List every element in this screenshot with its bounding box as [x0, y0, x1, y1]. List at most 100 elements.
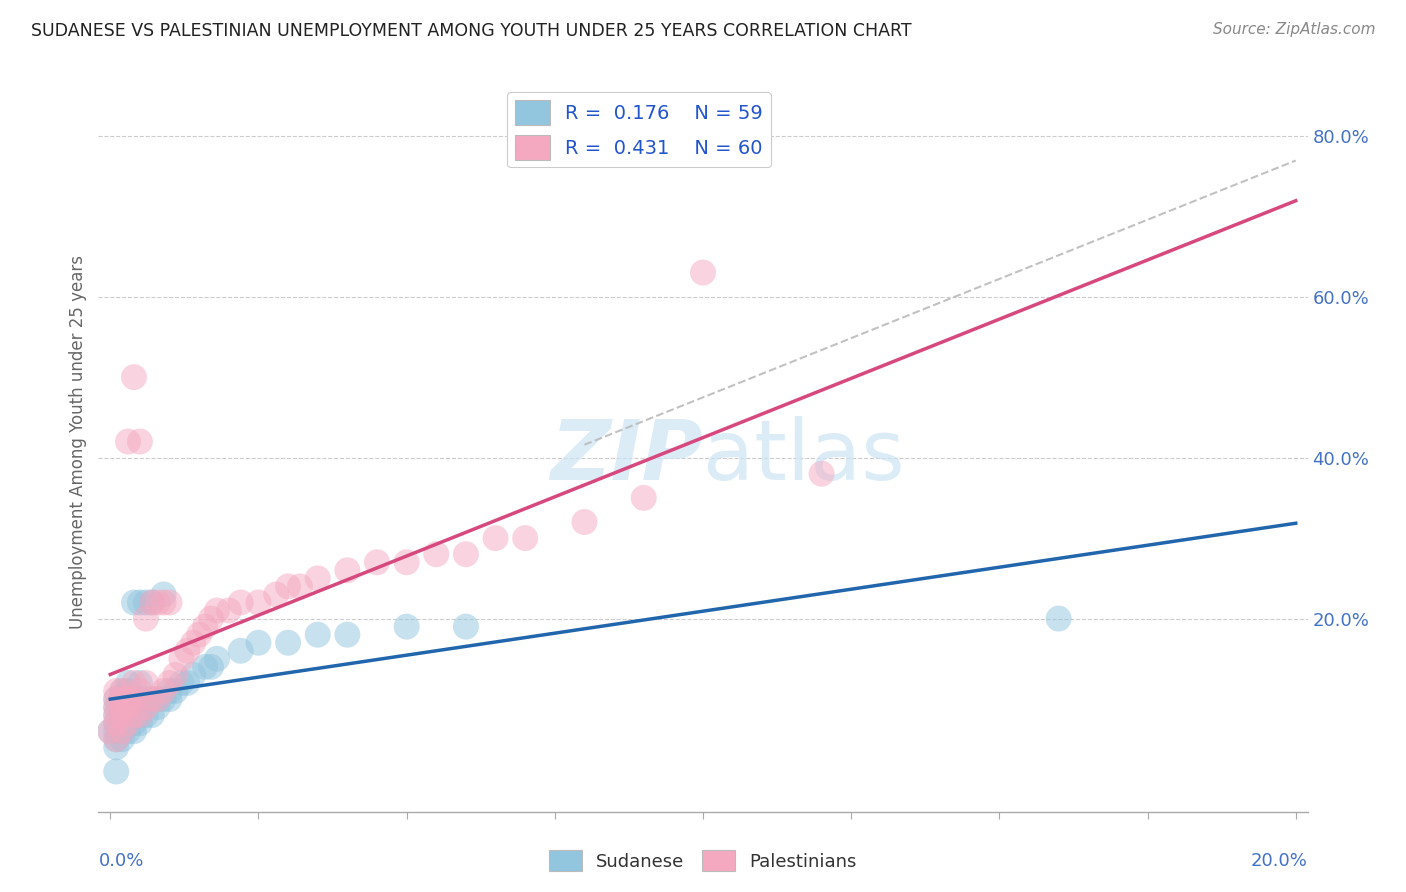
Point	[105, 764, 128, 779]
Point	[484, 531, 506, 545]
Point	[122, 692, 145, 706]
Point	[122, 370, 145, 384]
Point	[122, 595, 145, 609]
Point	[277, 636, 299, 650]
Text: Source: ZipAtlas.com: Source: ZipAtlas.com	[1212, 22, 1375, 37]
Point	[194, 660, 217, 674]
Point	[105, 692, 128, 706]
Point	[425, 547, 447, 561]
Point	[264, 587, 287, 601]
Point	[105, 692, 128, 706]
Point	[135, 595, 157, 609]
Point	[307, 571, 329, 585]
Point	[810, 467, 832, 481]
Point	[111, 692, 134, 706]
Point	[1047, 611, 1070, 625]
Point	[111, 692, 134, 706]
Legend: Sudanese, Palestinians: Sudanese, Palestinians	[541, 843, 865, 879]
Point	[117, 434, 139, 449]
Point	[98, 724, 121, 739]
Point	[307, 628, 329, 642]
Text: atlas: atlas	[703, 416, 904, 497]
Point	[176, 676, 198, 690]
Point	[122, 716, 145, 731]
Point	[122, 676, 145, 690]
Point	[229, 644, 252, 658]
Y-axis label: Unemployment Among Youth under 25 years: Unemployment Among Youth under 25 years	[69, 254, 87, 629]
Point	[159, 692, 181, 706]
Point	[336, 563, 359, 577]
Point	[574, 515, 596, 529]
Point	[129, 684, 152, 698]
Point	[152, 684, 174, 698]
Point	[129, 434, 152, 449]
Point	[454, 619, 477, 633]
Point	[692, 266, 714, 280]
Point	[152, 587, 174, 601]
Point	[129, 595, 152, 609]
Point	[98, 724, 121, 739]
Point	[111, 708, 134, 723]
Point	[129, 676, 152, 690]
Point	[170, 652, 193, 666]
Point	[146, 692, 169, 706]
Point	[105, 708, 128, 723]
Point	[129, 708, 152, 723]
Text: SUDANESE VS PALESTINIAN UNEMPLOYMENT AMONG YOUTH UNDER 25 YEARS CORRELATION CHAR: SUDANESE VS PALESTINIAN UNEMPLOYMENT AMO…	[31, 22, 911, 40]
Legend: R =  0.176    N = 59, R =  0.431    N = 60: R = 0.176 N = 59, R = 0.431 N = 60	[508, 92, 770, 168]
Point	[105, 740, 128, 755]
Point	[159, 676, 181, 690]
Point	[122, 708, 145, 723]
Point	[111, 724, 134, 739]
Point	[141, 595, 163, 609]
Point	[176, 644, 198, 658]
Point	[146, 692, 169, 706]
Point	[229, 595, 252, 609]
Point	[152, 595, 174, 609]
Point	[117, 676, 139, 690]
Point	[122, 692, 145, 706]
Point	[146, 595, 169, 609]
Point	[633, 491, 655, 505]
Point	[117, 684, 139, 698]
Point	[135, 708, 157, 723]
Point	[105, 724, 128, 739]
Point	[117, 724, 139, 739]
Point	[141, 692, 163, 706]
Point	[129, 716, 152, 731]
Point	[277, 579, 299, 593]
Point	[105, 716, 128, 731]
Point	[205, 652, 228, 666]
Point	[105, 732, 128, 747]
Point	[366, 555, 388, 569]
Point	[111, 724, 134, 739]
Point	[111, 684, 134, 698]
Point	[194, 619, 217, 633]
Point	[135, 611, 157, 625]
Point	[200, 660, 222, 674]
Point	[288, 579, 311, 593]
Point	[141, 595, 163, 609]
Point	[247, 636, 270, 650]
Point	[105, 700, 128, 714]
Text: 0.0%: 0.0%	[98, 853, 143, 871]
Point	[122, 724, 145, 739]
Point	[117, 700, 139, 714]
Point	[247, 595, 270, 609]
Point	[135, 700, 157, 714]
Point	[336, 628, 359, 642]
Point	[122, 700, 145, 714]
Point	[117, 700, 139, 714]
Point	[454, 547, 477, 561]
Point	[135, 692, 157, 706]
Point	[205, 603, 228, 617]
Point	[159, 595, 181, 609]
Point	[515, 531, 537, 545]
Point	[117, 692, 139, 706]
Point	[152, 692, 174, 706]
Point	[135, 676, 157, 690]
Point	[218, 603, 240, 617]
Point	[170, 676, 193, 690]
Point	[188, 628, 211, 642]
Point	[105, 732, 128, 747]
